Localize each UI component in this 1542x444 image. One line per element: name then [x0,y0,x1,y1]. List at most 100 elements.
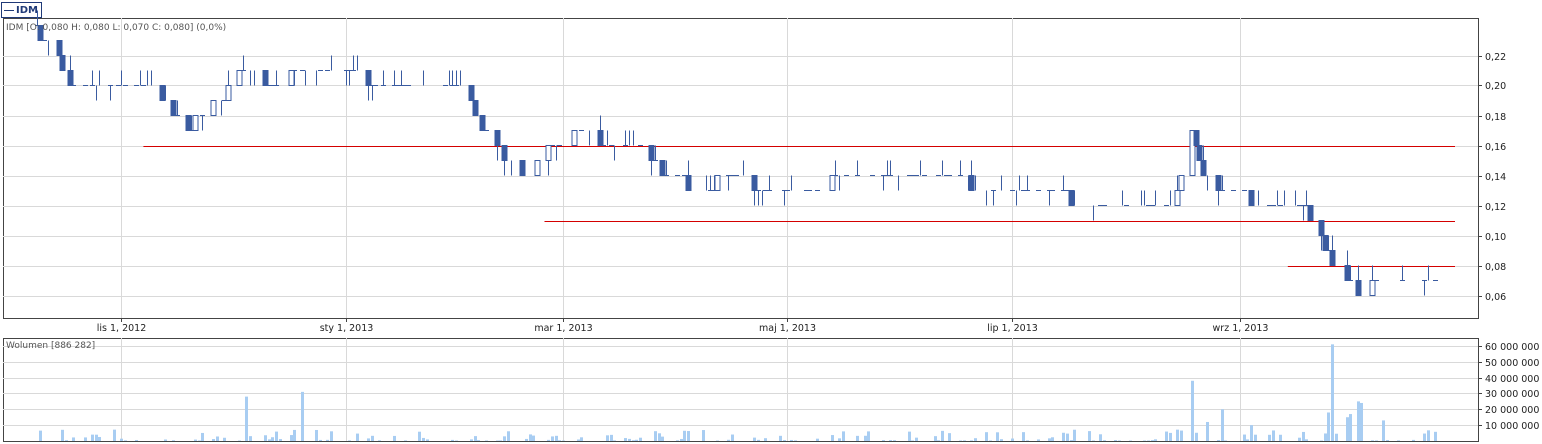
volume-bar [985,432,988,441]
candle-body [406,85,411,86]
volume-bar [245,396,248,441]
price-y-axis: 0,06 0,08 0,10 0,12 0,14 0,16 0,18 0,20 0,22 [1478,52,1506,303]
candle-body [1278,205,1283,206]
candle-body [922,175,927,176]
volume-bar [1022,432,1025,441]
price-header: IDM [O: 0,080 H: 0,080 L: 0,070 C: 0,080… [6,23,226,33]
candle-body [815,190,820,191]
volume-bar [1375,440,1378,441]
price-tick-label: 0,18 [1485,112,1506,123]
legend-swatch [4,9,14,11]
volume-bar [124,440,127,441]
candle-body [1036,190,1041,191]
volume-bar [555,435,558,441]
volume-panel [3,338,1479,442]
price-tick-label: 0,22 [1485,52,1506,63]
candle-body [756,190,761,191]
candle-body [557,145,562,146]
volume-bar [996,432,999,441]
candle-body [597,130,604,146]
volume-bar [635,439,638,441]
volume-bar [1331,344,1334,441]
volume-bar [477,440,480,441]
volume-bar [503,436,506,441]
candle-body [108,85,113,86]
price-tick-label: 0,06 [1485,292,1506,303]
volume-bar [547,439,550,441]
volume-bar [1434,431,1437,441]
volume-bar [1346,417,1349,441]
candle-body [550,145,555,146]
volume-bar [794,440,797,441]
volume-bar [485,440,488,441]
volume-bar [1268,434,1271,441]
date-tick-label: lip 1, 2013 [987,323,1038,334]
date-tick-label: mar 1, 2013 [534,323,592,334]
volume-bar [98,436,101,441]
chart-legend[interactable]: IDM [1,2,42,18]
volume-bar [1357,401,1360,441]
volume-bar [496,440,499,441]
volume-bar [727,439,730,441]
volume-bar [393,435,396,441]
candle-body [685,175,692,191]
candle-body [116,85,121,86]
volume-bar [326,439,329,441]
volume-bar [1118,440,1121,441]
volume-bar [470,439,473,441]
volume-bar [1335,433,1338,441]
candle-body [262,70,269,86]
candle-body [210,100,217,116]
volume-bar [661,436,664,441]
candle-body [1200,160,1207,176]
volume-bar [1037,439,1040,441]
candle-body [1326,250,1331,251]
candle-body [484,130,489,131]
volume-bar [1224,440,1227,441]
candle-body [726,175,731,176]
volume-bar [1114,440,1117,441]
volume-bar [1066,433,1069,441]
volume-panel-border [3,338,1479,442]
date-x-axis: lis 1, 2012 sty 1, 2013 mar 1, 2013 maj 1, … [97,318,1268,334]
candle-body [609,145,614,146]
candle-body [270,85,275,86]
volume-bar [580,437,583,441]
price-tick-label: 0,12 [1485,202,1506,213]
candle-body [395,85,400,86]
candle-body [42,40,47,41]
candle-body [274,85,279,86]
volume-bar [867,431,870,441]
volume-bar [301,391,304,441]
volume-bar [367,438,370,441]
price-tick-label: 0,14 [1485,172,1506,183]
volume-bar [1250,425,1253,441]
volume-bar [731,434,734,441]
volume-bar [687,431,690,441]
price-tick-label: 0,20 [1485,81,1506,92]
volume-grid [3,338,1478,441]
volume-bar [1195,432,1198,441]
volume-bar [1048,438,1051,441]
candle-body [236,70,243,86]
candle-body [468,85,475,101]
candle-body [1150,205,1155,206]
candle-body [881,175,886,176]
volume-bar [779,435,782,441]
volume-bar [1360,402,1363,441]
volume-bar [1103,440,1106,441]
volume-bar [371,435,374,441]
volume-bar [113,429,116,441]
volume-tick-label: 10 000 000 [1485,421,1539,432]
candle-body [1267,205,1272,206]
volume-bar [654,431,657,441]
volume-bar [1305,439,1308,441]
candle-body [1344,265,1351,281]
volume-bar [856,435,859,441]
candle-body [59,55,66,71]
date-tick-label: maj 1, 2013 [759,323,816,334]
volume-bar [319,439,322,441]
candle-body [1065,190,1070,191]
volume-bar [1397,440,1400,441]
volume-bar [937,440,940,441]
